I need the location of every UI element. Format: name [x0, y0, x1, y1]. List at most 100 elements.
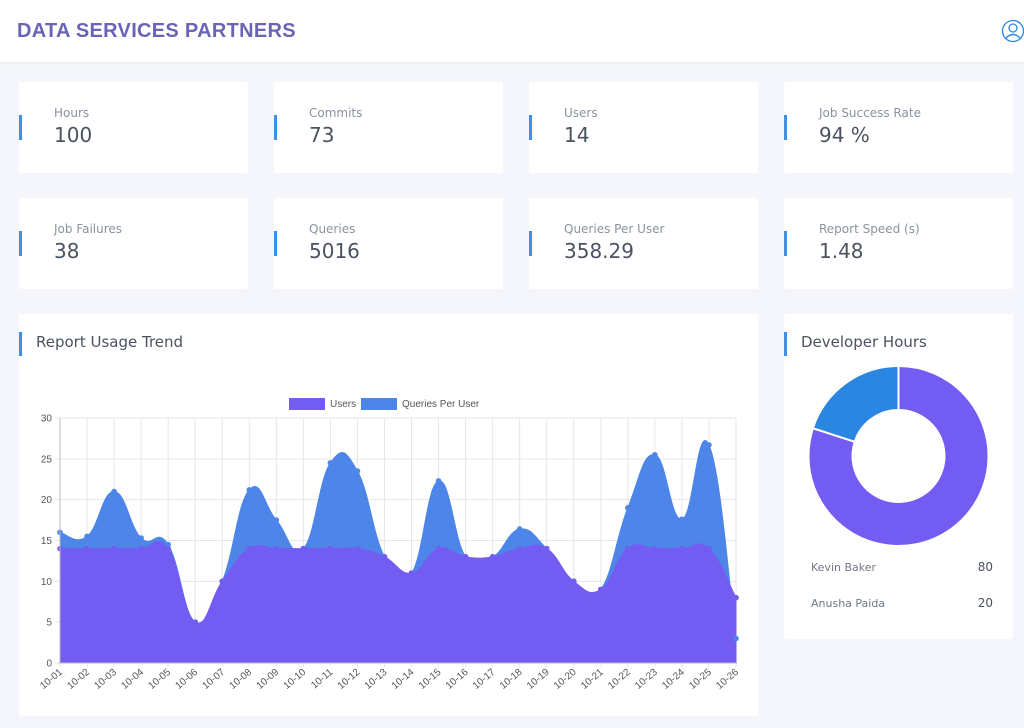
stat-value: 94 %	[819, 123, 870, 147]
legend-label: Queries Per User	[402, 398, 480, 410]
stat-card-commits: Commits 73	[274, 82, 503, 173]
data-point[interactable]	[246, 545, 253, 552]
data-point[interactable]	[111, 545, 117, 552]
stat-label: Report Speed (s)	[819, 222, 920, 236]
x-tick-label: 10-21	[579, 667, 606, 692]
data-point[interactable]	[733, 594, 739, 601]
data-point[interactable]	[354, 545, 361, 552]
card-accent	[274, 231, 277, 256]
x-tick-label: 10-20	[552, 667, 579, 692]
data-point[interactable]	[381, 554, 388, 560]
x-tick-label: 10-17	[471, 667, 498, 692]
user-avatar-icon[interactable]	[1001, 18, 1024, 44]
data-point[interactable]	[165, 545, 171, 552]
data-point[interactable]	[516, 545, 523, 552]
x-tick-label: 10-12	[336, 667, 363, 692]
data-point[interactable]	[327, 460, 334, 466]
legend-swatch	[361, 398, 397, 410]
data-point[interactable]	[408, 570, 415, 576]
donut-slice-kevin-baker[interactable]	[807, 364, 990, 547]
y-tick-label: 30	[41, 414, 53, 425]
data-point[interactable]	[652, 451, 658, 458]
legend-label: Users	[330, 398, 357, 410]
data-point[interactable]	[273, 545, 280, 552]
data-point[interactable]	[543, 545, 550, 552]
panel-accent	[784, 332, 787, 356]
developer-row-name: Kevin Baker	[811, 561, 877, 574]
card-accent	[19, 115, 22, 140]
app-title: DATA SERVICES PARTNERS	[17, 20, 296, 42]
card-accent	[529, 231, 532, 256]
x-tick-label: 10-11	[309, 667, 335, 692]
panel-title: Report Usage Trend	[36, 333, 184, 351]
data-point[interactable]	[138, 545, 144, 552]
stat-card-report-speed: Report Speed (s) 1.48	[784, 198, 1013, 289]
x-tick-label: 10-23	[633, 667, 660, 692]
y-tick-label: 10	[41, 577, 53, 588]
data-point[interactable]	[354, 468, 361, 474]
panel-accent	[19, 332, 22, 356]
data-point[interactable]	[300, 545, 307, 552]
x-tick-label: 10-16	[444, 667, 471, 692]
x-tick-label: 10-19	[525, 667, 552, 692]
x-tick-label: 10-18	[498, 667, 525, 692]
data-point[interactable]	[246, 487, 253, 493]
x-tick-label: 10-15	[417, 667, 444, 692]
stat-card-hours: Hours 100	[19, 82, 248, 173]
donut-slice-anusha-paida[interactable]	[811, 364, 900, 444]
data-point[interactable]	[462, 554, 469, 560]
legend-swatch	[289, 398, 325, 410]
data-point[interactable]	[733, 635, 739, 642]
stat-value: 5016	[309, 239, 360, 263]
stat-card-job-failures: Job Failures 38	[19, 198, 248, 289]
data-point[interactable]	[84, 533, 90, 540]
data-point[interactable]	[625, 545, 631, 552]
card-accent	[784, 115, 787, 140]
data-point[interactable]	[435, 545, 442, 552]
data-point[interactable]	[652, 545, 658, 552]
stat-card-job-success-rate: Job Success Rate 94 %	[784, 82, 1013, 173]
x-tick-label: 10-03	[92, 667, 119, 692]
data-point[interactable]	[327, 545, 334, 552]
card-accent	[529, 115, 532, 140]
data-point[interactable]	[679, 516, 685, 523]
stat-label: Queries	[309, 222, 356, 236]
legend-item-users[interactable]: Users	[289, 398, 356, 410]
data-point[interactable]	[679, 545, 685, 552]
series-area-users[interactable]	[59, 541, 737, 664]
data-point[interactable]	[706, 442, 712, 448]
data-point[interactable]	[192, 619, 198, 625]
x-tick-label: 10-24	[660, 667, 687, 692]
x-tick-label: 10-08	[228, 667, 255, 692]
card-accent	[784, 231, 787, 256]
x-tick-label: 10-26	[714, 667, 741, 692]
y-tick-label: 0	[46, 659, 52, 670]
data-point[interactable]	[489, 554, 496, 560]
card-accent	[274, 115, 277, 140]
data-point[interactable]	[570, 578, 577, 585]
data-point[interactable]	[516, 526, 523, 532]
stat-value: 73	[309, 123, 335, 147]
x-tick-label: 10-09	[255, 667, 282, 692]
data-point[interactable]	[138, 535, 144, 541]
developer-row-value: 80	[977, 560, 993, 574]
data-point[interactable]	[625, 505, 631, 511]
x-tick-label: 10-05	[146, 667, 173, 692]
data-point[interactable]	[111, 488, 117, 495]
x-tick-label: 10-06	[173, 667, 200, 692]
developer-row-name: Anusha Paida	[811, 597, 886, 610]
data-point[interactable]	[84, 545, 90, 552]
y-tick-label: 15	[41, 536, 53, 547]
data-point[interactable]	[706, 545, 712, 552]
stat-card-queries: Queries 5016	[274, 198, 503, 289]
data-point[interactable]	[219, 578, 226, 585]
data-point[interactable]	[435, 478, 442, 484]
stat-label: Job Success Rate	[819, 106, 921, 120]
data-point[interactable]	[598, 586, 604, 593]
top-bar: DATA SERVICES PARTNERS	[0, 0, 1024, 62]
legend-item-queries-per-user[interactable]: Queries Per User	[361, 398, 479, 410]
x-tick-label: 10-01	[38, 667, 65, 692]
x-tick-label: 10-02	[65, 667, 92, 692]
data-point[interactable]	[273, 517, 280, 523]
data-point[interactable]	[165, 541, 171, 548]
